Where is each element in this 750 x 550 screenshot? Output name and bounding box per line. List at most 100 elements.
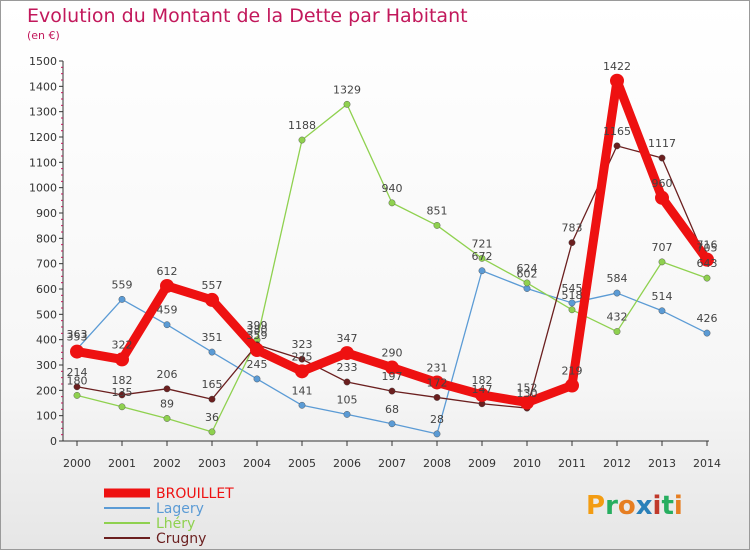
data-point xyxy=(613,328,621,335)
x-tick-label: 2006 xyxy=(333,457,361,470)
data-point xyxy=(388,199,396,207)
data-point xyxy=(118,295,126,303)
data-point xyxy=(610,73,624,88)
data-label: 275 xyxy=(292,350,313,363)
data-label: 147 xyxy=(472,383,493,396)
data-point xyxy=(73,391,81,399)
data-point xyxy=(208,348,216,356)
data-label: 716 xyxy=(697,239,718,252)
data-point xyxy=(340,346,354,361)
data-point xyxy=(658,154,666,162)
data-point xyxy=(703,329,711,337)
data-point xyxy=(568,239,576,247)
data-label: 960 xyxy=(652,177,673,190)
data-point xyxy=(433,430,441,438)
data-label: 130 xyxy=(517,387,538,400)
chart-subtitle: (en €) xyxy=(27,29,60,42)
data-point xyxy=(700,252,714,267)
data-point xyxy=(163,385,171,393)
data-point xyxy=(658,307,666,315)
data-point xyxy=(163,415,171,422)
data-point xyxy=(433,394,441,401)
data-label: 380 xyxy=(247,324,268,337)
data-point xyxy=(520,395,534,410)
chart-title: Evolution du Montant de la Dette par Hab… xyxy=(27,5,468,27)
data-point xyxy=(250,343,264,358)
data-label: 602 xyxy=(517,267,538,280)
y-tick-label: 300 xyxy=(36,359,57,372)
data-point xyxy=(658,258,666,266)
data-label: 245 xyxy=(247,358,268,371)
data-label: 180 xyxy=(67,374,88,387)
data-point xyxy=(298,355,306,363)
data-point xyxy=(430,375,444,390)
data-point xyxy=(115,352,129,367)
y-tick-label: 700 xyxy=(36,258,57,271)
data-label: 135 xyxy=(112,386,133,399)
data-point xyxy=(298,401,306,409)
y-tick-label: 200 xyxy=(36,384,57,397)
x-tick-label: 2000 xyxy=(63,457,91,470)
y-tick-label: 1500 xyxy=(29,55,57,68)
data-label: 624 xyxy=(517,262,538,275)
y-tick-label: 1100 xyxy=(29,156,57,169)
data-point xyxy=(655,190,669,205)
data-point xyxy=(388,387,396,395)
data-point xyxy=(433,222,441,229)
data-label: 363 xyxy=(67,328,88,341)
data-label: 353 xyxy=(67,331,88,344)
y-tick-label: 400 xyxy=(36,334,57,347)
x-tick-label: 2008 xyxy=(423,457,451,470)
data-label: 514 xyxy=(652,290,673,303)
data-label: 219 xyxy=(562,365,583,378)
data-label: 584 xyxy=(607,272,628,285)
data-label: 68 xyxy=(385,403,399,416)
data-label: 141 xyxy=(292,384,313,397)
data-label: 643 xyxy=(697,257,718,270)
data-label: 182 xyxy=(112,374,133,387)
data-label: 214 xyxy=(67,366,88,379)
data-point xyxy=(118,391,126,399)
data-label: 721 xyxy=(472,237,493,250)
data-label: 612 xyxy=(157,265,178,278)
x-tick-label: 2003 xyxy=(198,457,226,470)
data-label: 426 xyxy=(697,312,718,325)
y-tick-label: 100 xyxy=(36,410,57,423)
data-label: 322 xyxy=(112,338,133,351)
y-tick-label: 1400 xyxy=(29,80,57,93)
data-label: 105 xyxy=(337,393,358,406)
data-point xyxy=(385,360,399,375)
data-label: 206 xyxy=(157,368,178,381)
y-tick-label: 1000 xyxy=(29,182,57,195)
data-label: 165 xyxy=(202,378,223,391)
data-label: 28 xyxy=(430,413,444,426)
data-label: 197 xyxy=(382,370,403,383)
proxiti-logo: Proxiti xyxy=(586,491,683,521)
data-point xyxy=(478,267,486,275)
data-label: 432 xyxy=(607,311,628,324)
data-point xyxy=(208,395,216,403)
data-point xyxy=(343,378,351,386)
data-label: 1422 xyxy=(603,60,631,73)
data-point xyxy=(613,289,621,297)
x-tick-label: 2004 xyxy=(243,457,271,470)
x-tick-label: 2012 xyxy=(603,457,631,470)
data-label: 290 xyxy=(382,347,403,360)
data-label: 1329 xyxy=(333,83,361,96)
data-label: 518 xyxy=(562,289,583,302)
data-point xyxy=(703,274,711,282)
x-tick-label: 2002 xyxy=(153,457,181,470)
data-point xyxy=(73,383,81,391)
data-point xyxy=(565,378,579,393)
legend-label: Lhéry xyxy=(156,516,195,532)
data-label: 940 xyxy=(382,182,403,195)
y-tick-label: 1300 xyxy=(29,106,57,119)
data-point xyxy=(568,306,576,314)
y-tick-label: 800 xyxy=(36,232,57,245)
y-tick-label: 600 xyxy=(36,283,57,296)
data-label: 347 xyxy=(337,332,358,345)
x-tick-label: 2013 xyxy=(648,457,676,470)
data-label: 851 xyxy=(427,204,448,217)
